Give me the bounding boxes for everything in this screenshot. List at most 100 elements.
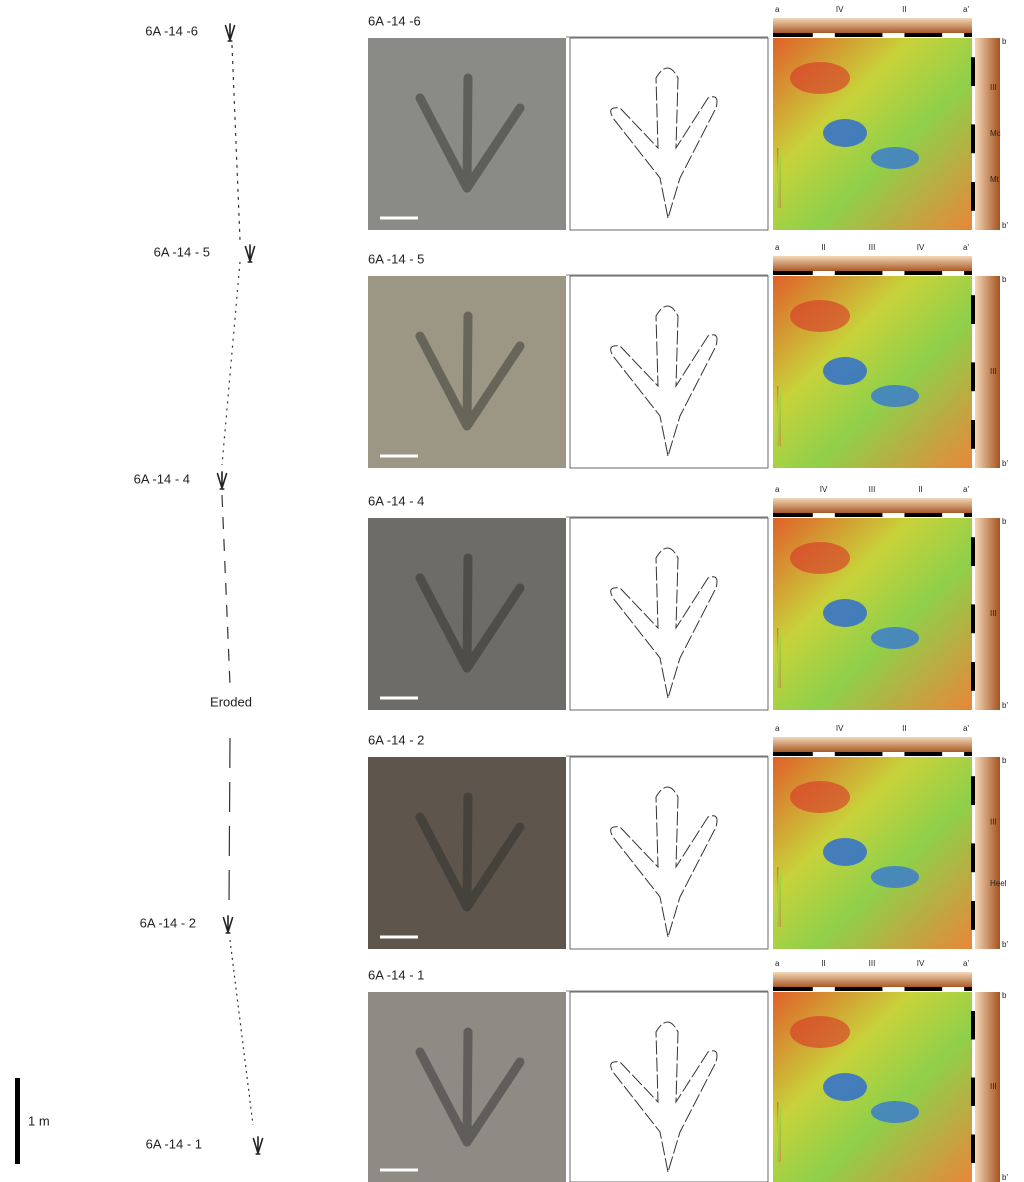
profile-label: IV [917, 959, 925, 968]
panel-title: 6A -14 - 2 [368, 732, 424, 747]
outline-box [570, 38, 768, 230]
color-scale [777, 628, 781, 688]
profile-label: b [1002, 756, 1007, 765]
profile-bar-white [813, 271, 835, 275]
depth-high [790, 300, 850, 332]
profile-label: a [775, 5, 780, 14]
scale-bar [15, 1078, 20, 1164]
profile-bar-white [942, 271, 964, 275]
footprint-icon [224, 916, 233, 933]
panel-title: 6A -14 - 4 [368, 493, 424, 508]
depth-low [823, 119, 867, 147]
outline-box [570, 518, 768, 710]
footprint-icon [218, 472, 227, 489]
depth-low [823, 1073, 867, 1101]
profile-bar-side [971, 901, 975, 930]
depth-low [871, 385, 919, 407]
depth-high [790, 781, 850, 813]
profile-label: III [990, 1082, 997, 1091]
profile-label: a [775, 485, 780, 494]
profile-bar-white [942, 33, 964, 37]
profile-bar-side [971, 362, 975, 391]
trackway-label: 6A -14 - 2 [140, 915, 196, 930]
figure: 1 m 6A -14 -6 6A -14 - 5 6A -14 - 4 Eroded 6… [0, 0, 1024, 1182]
profile-label: b' [1002, 701, 1008, 710]
trackway-label: 6A -14 - 4 [134, 471, 190, 486]
profile-bar-side [971, 1135, 975, 1164]
profile-label: a' [963, 724, 969, 733]
profile-bar-side [971, 124, 975, 153]
outline-box [570, 276, 768, 468]
trackway-label: 6A -14 - 5 [154, 244, 210, 259]
profile-label: b [1002, 37, 1007, 46]
trackway-label: 6A -14 -6 [145, 23, 198, 38]
depth-low [823, 599, 867, 627]
profile-bar-side [971, 1078, 975, 1107]
profile-label: II [902, 5, 906, 14]
profile-label: Mt [990, 175, 1000, 184]
profile-bar-side [971, 182, 975, 211]
profile-label: II [821, 243, 825, 252]
depth-low [871, 147, 919, 169]
color-scale [777, 148, 781, 208]
profile-label: III [990, 367, 997, 376]
panel-title: 6A -14 - 1 [368, 967, 424, 982]
profile-label: III [990, 817, 997, 826]
profile-bar-side [971, 1011, 975, 1040]
profile-label: a' [963, 5, 969, 14]
trackway-line [222, 45, 253, 1125]
profile-bar-side [971, 776, 975, 805]
color-scale [777, 867, 781, 927]
depth-high [790, 542, 850, 574]
profile-bar-white [882, 33, 904, 37]
profile-label: b' [1002, 1173, 1008, 1182]
profile-label: III [869, 485, 876, 494]
profile-label: b [1002, 991, 1007, 1000]
scale-label: 1 m [28, 1113, 50, 1128]
color-scale [777, 1102, 781, 1162]
profile-bar-white [882, 987, 904, 991]
profile-label: a' [963, 485, 969, 494]
depth-low [823, 357, 867, 385]
profile-b [975, 757, 1000, 949]
trackway-label: 6A -14 - 1 [146, 1136, 202, 1151]
depth-low [871, 866, 919, 888]
profile-bar-white [942, 752, 964, 756]
footprint-icon [226, 24, 235, 41]
profile-label: IV [836, 5, 844, 14]
profile-label: Mc [990, 129, 1001, 138]
profile-label: IV [917, 243, 925, 252]
profile-label: a [775, 959, 780, 968]
depth-high [790, 62, 850, 94]
profile-a [773, 737, 972, 753]
page: {"trackway": {"labels": ["6A -14 -6", "6… [0, 0, 1024, 1182]
profile-label: III [869, 243, 876, 252]
depth-low [871, 627, 919, 649]
profile-label: a' [963, 243, 969, 252]
profile-bar-white [813, 33, 835, 37]
profile-bar-side [971, 57, 975, 86]
color-scale [777, 386, 781, 446]
profile-bar-white [882, 752, 904, 756]
profile-bar-white [942, 987, 964, 991]
profile-label: Heel [990, 879, 1007, 888]
profile-a [773, 18, 972, 34]
profile-label: a [775, 243, 780, 252]
profile-bar-white [942, 513, 964, 517]
panel-title: 6A -14 - 5 [368, 251, 424, 266]
profile-a [773, 256, 972, 272]
depth-low [823, 838, 867, 866]
profile-label: b' [1002, 940, 1008, 949]
trackway-label: Eroded [210, 694, 252, 709]
footprint-icon [254, 1137, 263, 1154]
profile-label: a [775, 724, 780, 733]
profile-a [773, 972, 972, 988]
profile-label: b' [1002, 459, 1008, 468]
profile-bar-side [971, 662, 975, 691]
profile-bar-white [813, 513, 835, 517]
profile-bar-white [882, 271, 904, 275]
profile-label: b [1002, 275, 1007, 284]
depth-high [790, 1016, 850, 1048]
profile-bar-white [882, 513, 904, 517]
panel-title: 6A -14 -6 [368, 13, 421, 28]
